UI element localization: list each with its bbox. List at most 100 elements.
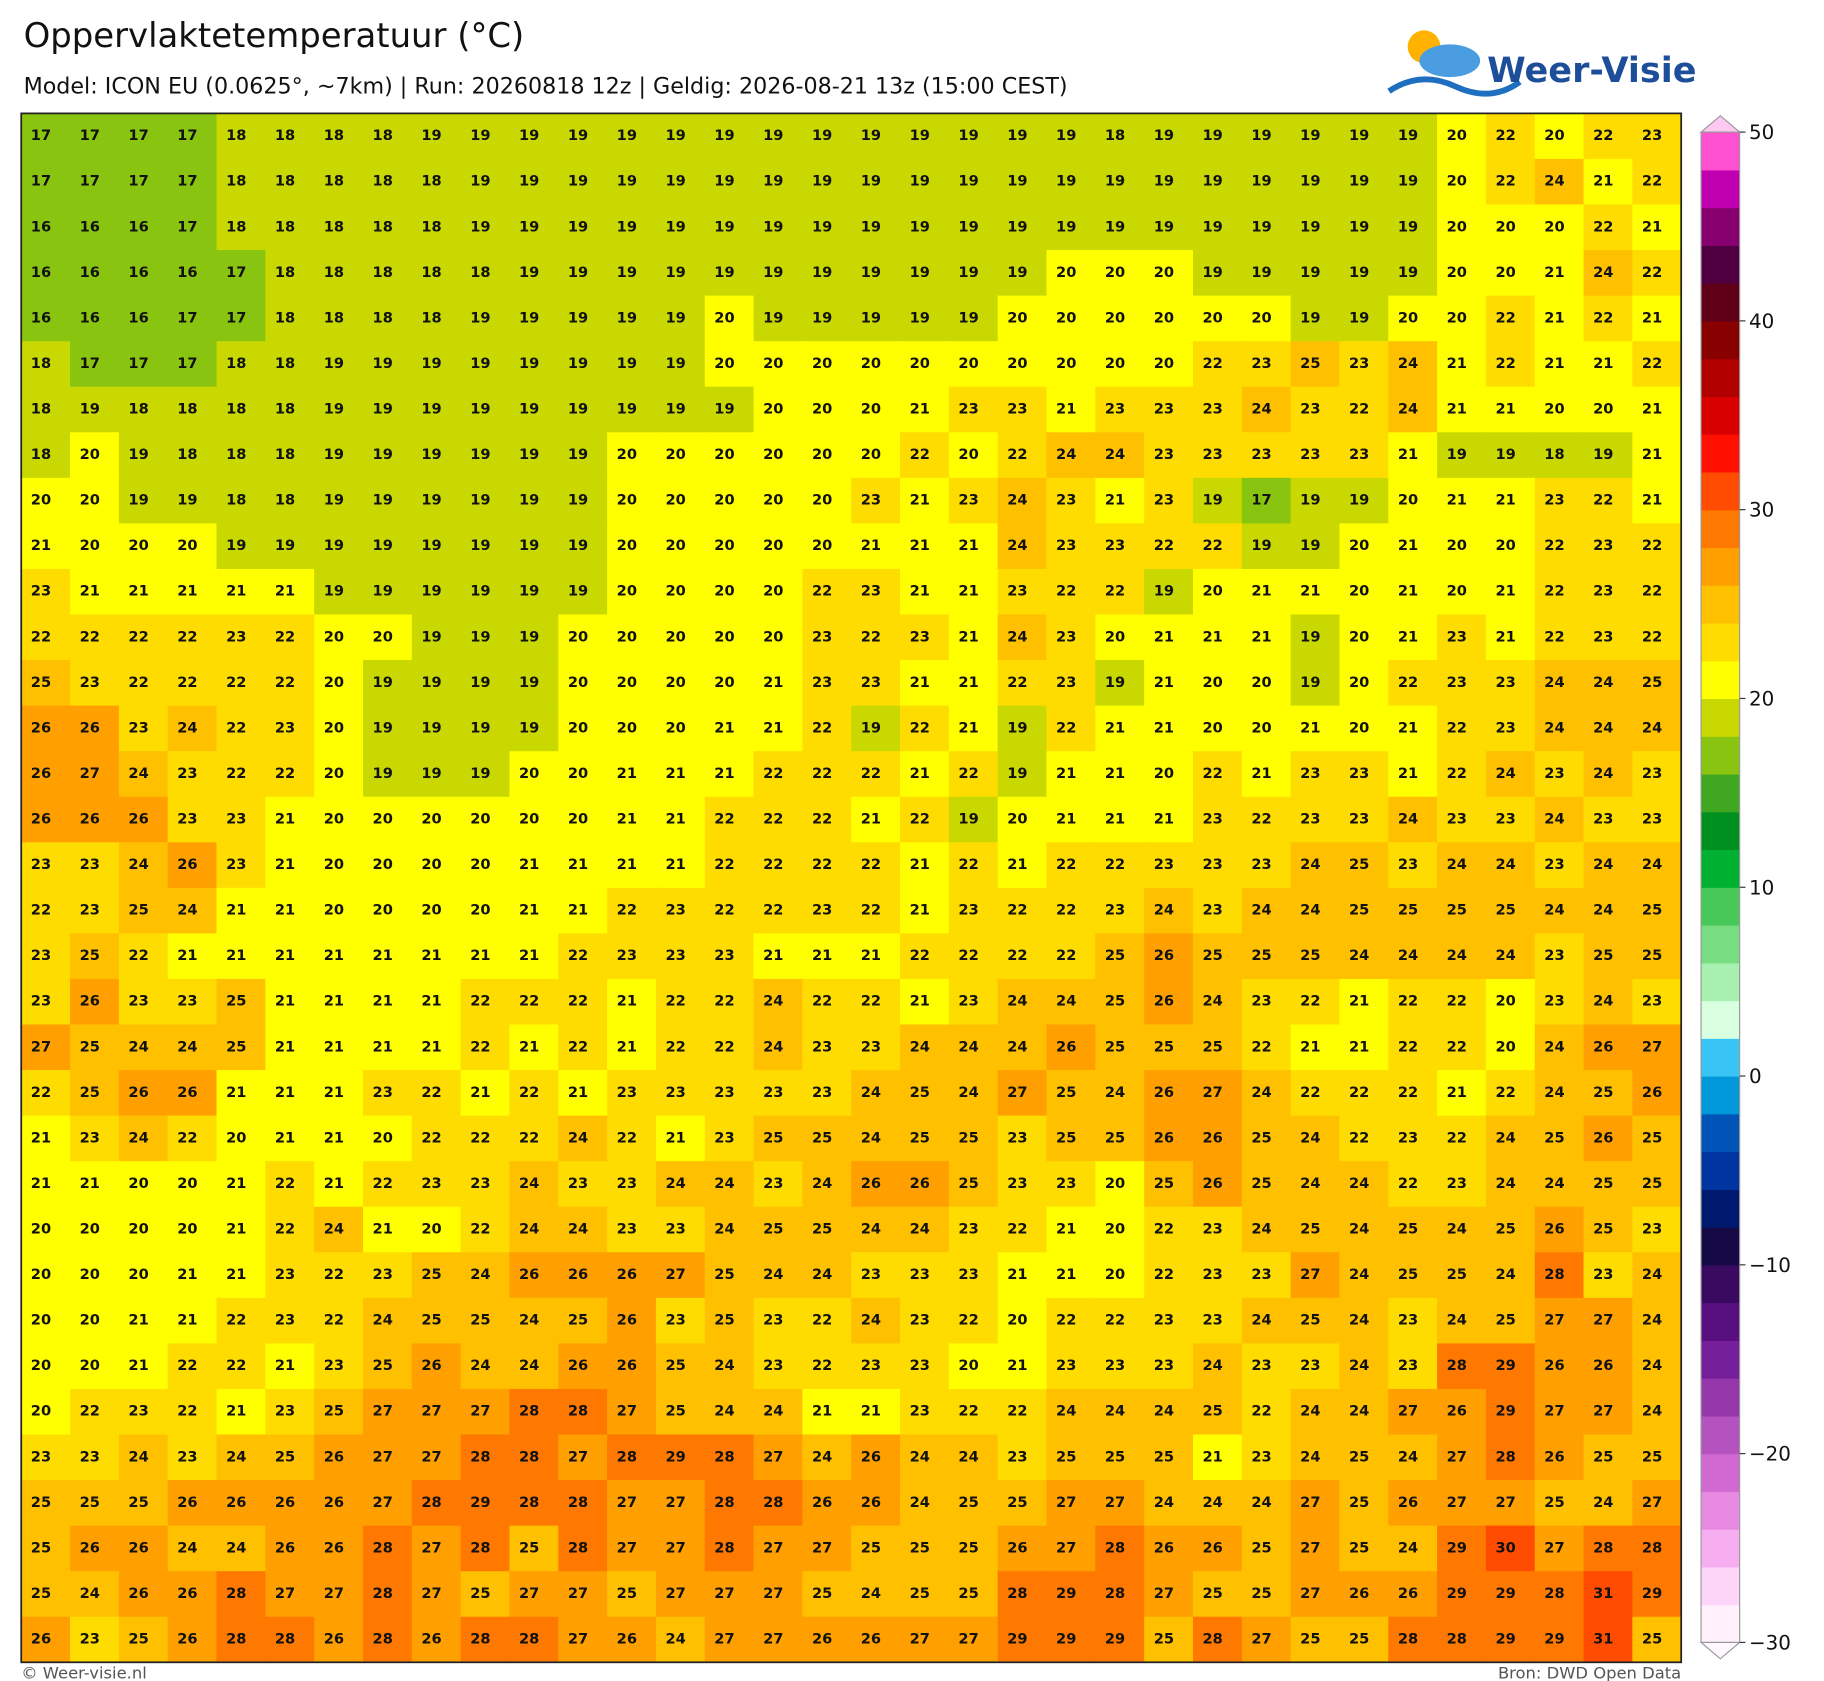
temperature-cell xyxy=(607,1252,657,1299)
temperature-cell xyxy=(1095,887,1145,935)
temperature-cell xyxy=(118,887,169,935)
temperature-cell xyxy=(216,1571,267,1618)
temperature-cell xyxy=(411,614,462,661)
temperature-cell xyxy=(1632,705,1682,752)
temperature-label: 21 xyxy=(1154,719,1174,736)
temperature-cell xyxy=(1046,1252,1097,1299)
temperature-label: 20 xyxy=(470,856,490,873)
temperature-cell xyxy=(1144,386,1194,433)
temperature-label: 23 xyxy=(617,1221,637,1238)
temperature-label: 24 xyxy=(1349,1403,1369,1420)
temperature-label: 21 xyxy=(275,947,295,964)
temperature-label: 23 xyxy=(1593,583,1613,600)
temperature-label: 23 xyxy=(617,1175,637,1192)
temperature-cell xyxy=(655,477,706,525)
temperature-cell xyxy=(70,341,120,388)
temperature-label: 25 xyxy=(1154,1631,1174,1648)
temperature-cell xyxy=(411,386,462,433)
temperature-label: 25 xyxy=(1300,1221,1320,1238)
temperature-cell xyxy=(1583,386,1634,433)
temperature-cell xyxy=(1192,204,1243,251)
temperature-cell xyxy=(1290,1070,1341,1117)
temperature-cell xyxy=(1534,295,1585,342)
temperature-label: 27 xyxy=(373,1494,393,1511)
temperature-label: 17 xyxy=(226,309,246,326)
temperature-cell xyxy=(607,842,657,889)
temperature-label: 23 xyxy=(665,902,685,919)
temperature-label: 25 xyxy=(1642,947,1662,964)
temperature-label: 21 xyxy=(1447,355,1467,372)
temperature-cell xyxy=(1583,1252,1634,1299)
temperature-cell xyxy=(167,568,218,616)
temperature-label: 24 xyxy=(568,1221,588,1238)
temperature-label: 22 xyxy=(714,856,734,873)
temperature-cell xyxy=(265,1434,315,1481)
temperature-cell xyxy=(704,568,755,616)
temperature-label: 22 xyxy=(128,947,148,964)
temperature-cell xyxy=(753,842,804,889)
temperature-label: 20 xyxy=(421,1221,441,1238)
temperature-cell xyxy=(1485,432,1536,479)
temperature-cell xyxy=(1388,1024,1438,1071)
temperature-cell xyxy=(118,1480,169,1527)
temperature-label: 23 xyxy=(421,1175,441,1192)
temperature-cell xyxy=(1290,1297,1341,1345)
temperature-label: 20 xyxy=(373,856,393,873)
temperature-label: 20 xyxy=(80,1357,100,1374)
colorbar-arrow-bottom xyxy=(1699,1641,1742,1660)
temperature-cell xyxy=(1534,1024,1585,1071)
temperature-cell xyxy=(1485,796,1536,843)
temperature-cell xyxy=(216,1161,267,1208)
temperature-label: 24 xyxy=(910,1448,930,1465)
temperature-label: 19 xyxy=(1105,674,1125,691)
temperature-cell xyxy=(460,432,511,479)
temperature-label: 23 xyxy=(1203,401,1223,418)
temperature-cell xyxy=(70,1616,120,1663)
temperature-cell xyxy=(1144,887,1194,935)
temperature-cell xyxy=(704,113,755,160)
colorbar-band xyxy=(1701,1076,1740,1115)
temperature-label: 23 xyxy=(714,1129,734,1146)
temperature-label: 19 xyxy=(519,492,539,509)
temperature-label: 23 xyxy=(177,993,197,1010)
temperature-cell xyxy=(1241,705,1292,752)
temperature-cell xyxy=(362,1343,413,1390)
temperature-cell xyxy=(1192,1252,1243,1299)
temperature-label: 21 xyxy=(275,1038,295,1055)
temperature-label: 18 xyxy=(324,127,344,144)
temperature-cell xyxy=(167,933,218,980)
temperature-cell xyxy=(362,1206,413,1253)
temperature-cell xyxy=(21,751,71,798)
temperature-cell xyxy=(167,1070,218,1117)
temperature-label: 23 xyxy=(275,1403,295,1420)
colorbar-tick-label: 20 xyxy=(1749,687,1774,710)
temperature-label: 21 xyxy=(1642,309,1662,326)
temperature-cell xyxy=(558,842,608,889)
temperature-cell xyxy=(118,113,169,160)
temperature-label: 20 xyxy=(568,811,588,828)
temperature-label: 19 xyxy=(470,492,490,509)
temperature-label: 21 xyxy=(617,811,637,828)
temperature-label: 24 xyxy=(861,1129,881,1146)
temperature-label: 28 xyxy=(373,1539,393,1556)
temperature-label: 21 xyxy=(1398,765,1418,782)
temperature-label: 19 xyxy=(812,218,832,235)
temperature-cell xyxy=(1046,705,1097,752)
temperature-label: 19 xyxy=(1349,127,1369,144)
temperature-cell xyxy=(704,1434,755,1481)
temperature-label: 21 xyxy=(910,765,930,782)
temperature-cell xyxy=(1046,1388,1097,1436)
temperature-cell xyxy=(948,978,999,1026)
temperature-label: 19 xyxy=(763,127,783,144)
temperature-cell xyxy=(411,978,462,1026)
temperature-cell xyxy=(362,250,413,297)
temperature-cell xyxy=(1632,1206,1682,1253)
temperature-label: 23 xyxy=(617,947,637,964)
temperature-label: 24 xyxy=(1154,902,1174,919)
temperature-label: 24 xyxy=(1642,1312,1662,1329)
temperature-label: 26 xyxy=(1203,1539,1223,1556)
temperature-cell xyxy=(1241,341,1292,388)
temperature-label: 19 xyxy=(1447,446,1467,463)
temperature-cell xyxy=(900,1525,950,1572)
temperature-cell xyxy=(509,523,559,570)
